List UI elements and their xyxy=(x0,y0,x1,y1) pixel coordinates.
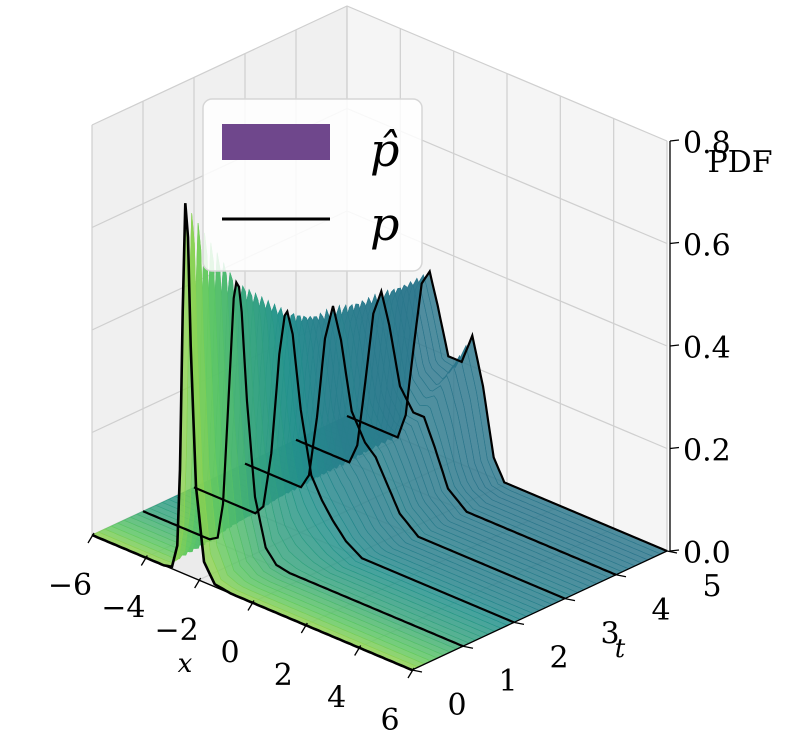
x-tick xyxy=(194,577,202,589)
z-tick xyxy=(669,241,680,245)
x-tick xyxy=(300,622,308,634)
t-tick-label: 3 xyxy=(600,617,619,652)
legend-label-p: p xyxy=(370,197,399,251)
t-tick xyxy=(666,550,678,554)
t-axis-label: t xyxy=(615,634,626,664)
t-tick-label: 4 xyxy=(651,593,670,628)
x-tick-label: 4 xyxy=(327,681,346,716)
t-tick xyxy=(564,597,576,602)
pdf-curve-t-1 xyxy=(142,279,464,648)
x-tick xyxy=(247,600,255,611)
z-tick xyxy=(669,139,680,142)
legend: p̂ p xyxy=(202,98,423,272)
x-tick-label: −2 xyxy=(155,613,199,648)
t-tick xyxy=(411,669,423,673)
x-tick xyxy=(354,645,362,656)
z-tick xyxy=(669,446,680,450)
t-tick xyxy=(513,621,525,626)
x-tick-label: 2 xyxy=(274,658,293,693)
legend-surface-swatch xyxy=(222,124,330,160)
pdf-curve-t-4 xyxy=(295,287,617,576)
pdf-curve-t-5 xyxy=(346,268,668,553)
grid-line-z xyxy=(91,5,668,142)
pdf-curve-t-3 xyxy=(244,305,566,600)
x-tick-label: 0 xyxy=(220,636,239,671)
t-tick xyxy=(615,574,627,578)
x-tick xyxy=(87,532,95,544)
z-axis-label: PDF xyxy=(707,145,772,180)
t-tick xyxy=(462,645,474,649)
z-tick-label: 0.0 xyxy=(683,536,731,571)
t-tick-label: 1 xyxy=(498,664,517,699)
z-tick-label: 0.2 xyxy=(683,434,731,469)
x-axis-label: x xyxy=(178,649,193,679)
x-tick xyxy=(140,555,148,566)
z-tick xyxy=(669,549,680,552)
t-tick-label: 0 xyxy=(447,688,466,723)
x-tick-label: −4 xyxy=(101,591,145,626)
t-tick-label: 2 xyxy=(549,640,568,675)
z-tick xyxy=(669,344,680,347)
x-axis-line xyxy=(91,534,413,671)
t-axis-line xyxy=(411,550,668,671)
x-tick-label: −6 xyxy=(48,568,92,603)
t-tick-label: 5 xyxy=(702,569,721,604)
pdf-curve-t-2 xyxy=(193,308,515,624)
z-tick-label: 0.4 xyxy=(683,331,731,366)
x-tick-label: 6 xyxy=(380,703,399,738)
z-tick-label: 0.8 xyxy=(683,126,731,161)
z-tick-label: 0.6 xyxy=(683,229,731,264)
legend-label-p-hat: p̂ xyxy=(370,123,399,177)
